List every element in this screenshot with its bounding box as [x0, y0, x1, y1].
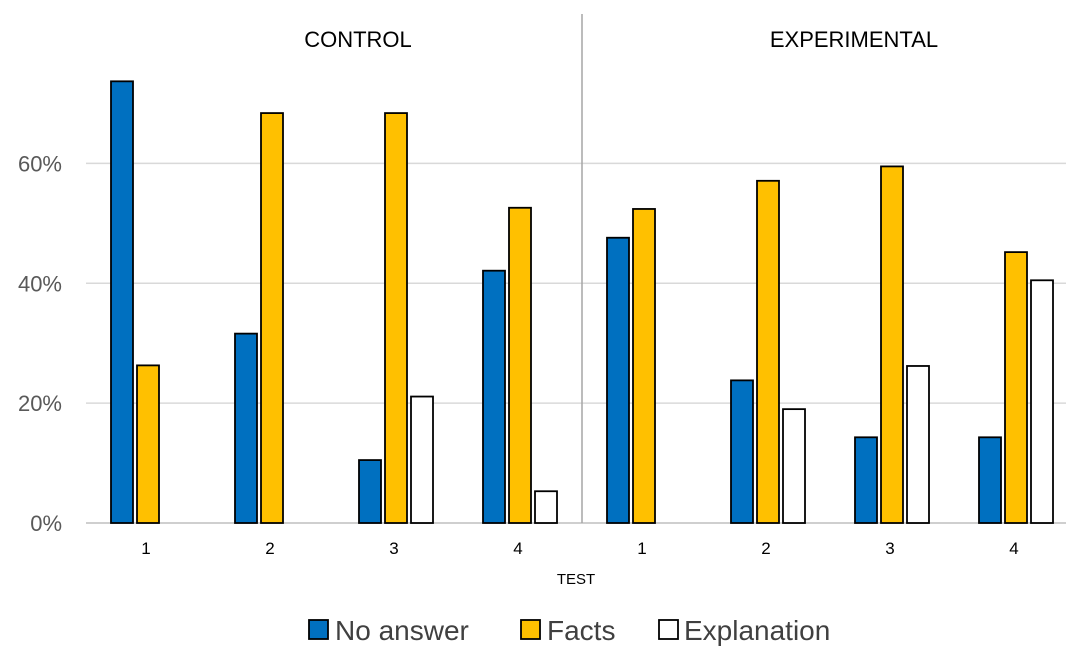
legend-label: No answer: [335, 615, 469, 646]
panels: CONTROL EXPERIMENTAL: [304, 27, 938, 52]
bar-facts: [509, 208, 531, 523]
x-tick-label: 1: [637, 539, 646, 558]
x-axis-ticks: 1 2 3 4 1 2 3 4: [141, 539, 1018, 558]
bar-facts: [137, 365, 159, 523]
legend-label: Explanation: [684, 615, 830, 646]
y-tick-label: 0%: [30, 511, 62, 536]
bar-no-answer: [607, 238, 629, 523]
legend-swatch-facts: [521, 620, 540, 639]
x-tick-label: 3: [885, 539, 894, 558]
bar-explanation: [411, 397, 433, 523]
legend-swatch-explanation: [659, 620, 678, 639]
x-tick-label: 4: [513, 539, 522, 558]
bar-facts: [757, 181, 779, 523]
bar-explanation: [907, 366, 929, 523]
x-axis-title: TEST: [557, 571, 595, 588]
panel-title: CONTROL: [304, 27, 412, 52]
bar-explanation: [783, 409, 805, 523]
legend-label: Facts: [547, 615, 615, 646]
bar-facts: [385, 113, 407, 523]
bar-facts: [261, 113, 283, 523]
x-tick-label: 2: [761, 539, 770, 558]
bar-explanation: [1031, 280, 1053, 523]
bar-no-answer: [855, 437, 877, 523]
bar-facts: [881, 166, 903, 523]
bar-facts: [1005, 252, 1027, 523]
bar-no-answer: [111, 81, 133, 523]
bar-no-answer: [731, 380, 753, 523]
x-tick-label: 4: [1009, 539, 1018, 558]
bar-no-answer: [359, 460, 381, 523]
x-tick-label: 2: [265, 539, 274, 558]
panel-title: EXPERIMENTAL: [770, 27, 938, 52]
x-tick-label: 1: [141, 539, 150, 558]
x-tick-label: 3: [389, 539, 398, 558]
bar-no-answer: [235, 334, 257, 523]
y-axis-ticks: 0% 20% 40% 60%: [18, 151, 62, 536]
y-tick-label: 20%: [18, 391, 62, 416]
y-tick-label: 60%: [18, 151, 62, 176]
y-tick-label: 40%: [18, 271, 62, 296]
bar-explanation: [535, 491, 557, 523]
bar-facts: [633, 209, 655, 523]
bar-no-answer: [979, 437, 1001, 523]
legend: No answer Facts Explanation: [309, 615, 830, 646]
bar-no-answer: [483, 271, 505, 523]
legend-swatch-no-answer: [309, 620, 328, 639]
